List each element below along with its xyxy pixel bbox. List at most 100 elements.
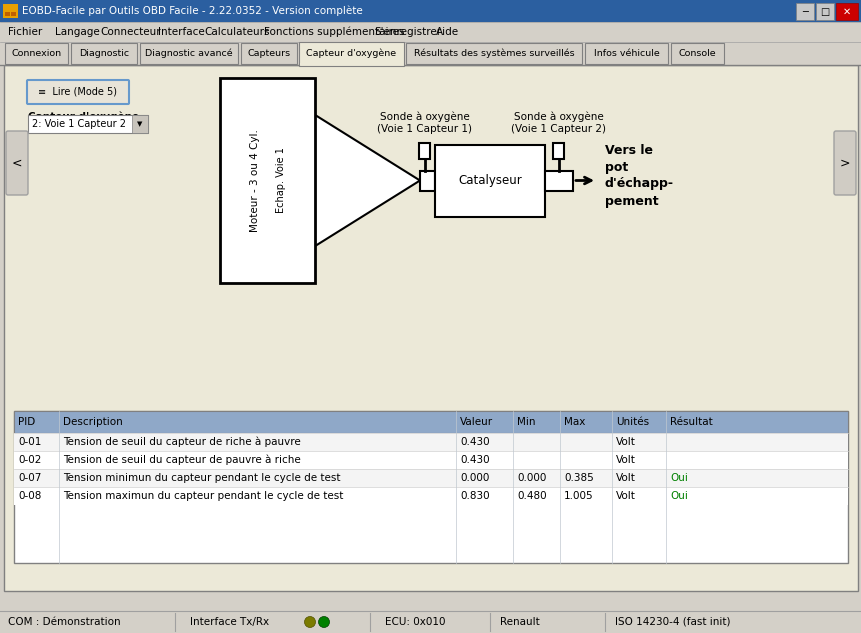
Text: Max: Max [563,417,585,427]
Text: ─: ─ [801,7,807,17]
Text: Aide: Aide [436,27,459,37]
Text: 0.000: 0.000 [517,473,546,483]
Bar [419,142,430,158]
Bar [132,115,148,133]
Bar [14,451,847,469]
Bar [553,142,564,158]
Text: Console: Console [678,49,715,58]
Text: Moteur - 3 ou 4 Cyl.: Moteur - 3 ou 4 Cyl. [251,129,260,232]
Bar [220,78,314,283]
Bar [795,3,813,20]
Bar [5,12,10,16]
Text: 0-08: 0-08 [18,491,41,501]
Text: Infos véhicule: Infos véhicule [593,49,659,58]
Text: Vers le
pot
d'échapp-
pement: Vers le pot d'échapp- pement [604,144,673,208]
Bar [406,43,581,64]
Bar [419,170,435,191]
Circle shape [318,617,329,627]
Text: Interface: Interface [158,27,205,37]
Text: Interface Tx/Rx: Interface Tx/Rx [189,617,269,627]
Text: 0.430: 0.430 [460,455,489,465]
Bar [28,115,148,133]
Text: 0.830: 0.830 [460,491,489,501]
Bar [670,43,723,64]
Text: Echap. Voie 1: Echap. Voie 1 [276,147,286,213]
Bar [11,12,16,16]
Text: Description: Description [63,417,122,427]
Text: Tension de seuil du capteur de riche à pauvre: Tension de seuil du capteur de riche à p… [63,437,300,448]
Text: Tension maximun du capteur pendant le cycle de test: Tension maximun du capteur pendant le cy… [63,491,343,501]
Text: COM : Démonstration: COM : Démonstration [8,617,121,627]
Text: Oui: Oui [669,491,687,501]
Text: Diagnostic: Diagnostic [79,49,129,58]
Text: >: > [839,156,849,170]
Text: PID: PID [18,417,35,427]
Bar [544,170,573,191]
Text: ≡  Lire (Mode 5): ≡ Lire (Mode 5) [39,87,117,97]
Bar [0,22,861,42]
Text: ISO 14230-4 (fast init): ISO 14230-4 (fast init) [614,617,729,627]
Bar [14,487,847,505]
Text: 0.430: 0.430 [460,437,489,447]
Text: EOBD-Facile par Outils OBD Facile - 2.22.0352 - Version complète: EOBD-Facile par Outils OBD Facile - 2.22… [22,6,362,16]
Text: 0-07: 0-07 [18,473,41,483]
Text: Capteur d'oxygène: Capteur d'oxygène [306,49,396,58]
Text: Fichier: Fichier [8,27,42,37]
Text: Volt: Volt [616,437,635,447]
Bar [4,65,857,591]
Text: Unités: Unités [616,417,648,427]
Text: Tension de seuil du capteur de pauvre à riche: Tension de seuil du capteur de pauvre à … [63,454,300,465]
Bar [71,43,137,64]
Bar [835,3,857,20]
Bar [0,611,861,633]
Bar [14,411,847,563]
Text: ECU: 0x010: ECU: 0x010 [385,617,445,627]
Text: Résultat: Résultat [669,417,712,427]
Text: Oui: Oui [669,473,687,483]
Bar [3,4,18,18]
Bar [300,63,403,65]
Bar [14,433,847,451]
Text: Fonctions supplémentaires: Fonctions supplémentaires [263,27,404,37]
Polygon shape [314,115,419,246]
Text: Langage: Langage [55,27,100,37]
Text: 2: Voie 1 Capteur 2: 2: Voie 1 Capteur 2 [32,119,126,129]
Bar [14,469,847,487]
Text: □: □ [820,7,828,17]
Text: Résultats des systèmes surveillés: Résultats des systèmes surveillés [413,49,573,58]
Text: Volt: Volt [616,455,635,465]
Bar [585,43,667,64]
Text: Volt: Volt [616,491,635,501]
Text: Diagnostic avancé: Diagnostic avancé [145,49,232,58]
Text: Valeur: Valeur [460,417,492,427]
Text: Calculateurs: Calculateurs [204,27,269,37]
Text: Sonde à oxygène
(Voie 1 Capteur 1): Sonde à oxygène (Voie 1 Capteur 1) [377,111,472,134]
Text: 0.000: 0.000 [460,473,489,483]
Bar [5,43,68,64]
Bar [0,42,861,65]
Text: <: < [12,156,22,170]
Text: S'enregistrer: S'enregistrer [374,27,441,37]
Text: Tension minimun du capteur pendant le cycle de test: Tension minimun du capteur pendant le cy… [63,473,340,483]
Bar [139,43,238,64]
Text: Capteurs: Capteurs [247,49,290,58]
Bar [815,3,833,20]
Text: Connecteur: Connecteur [100,27,160,37]
Text: ▼: ▼ [137,121,143,127]
Text: 0-02: 0-02 [18,455,41,465]
Text: Volt: Volt [616,473,635,483]
Text: Renault: Renault [499,617,539,627]
Text: 1.005: 1.005 [563,491,593,501]
Text: 0.385: 0.385 [563,473,593,483]
Text: Capteur d'oxygène: Capteur d'oxygène [28,112,139,122]
Text: Catalyseur: Catalyseur [457,174,521,187]
Circle shape [304,617,315,627]
Text: 0-01: 0-01 [18,437,41,447]
Text: Connexion: Connexion [11,49,61,58]
Text: Min: Min [517,417,535,427]
Text: ✕: ✕ [842,7,850,17]
Text: Sonde à oxygène
(Voie 1 Capteur 2): Sonde à oxygène (Voie 1 Capteur 2) [511,111,606,134]
FancyBboxPatch shape [6,131,28,195]
FancyBboxPatch shape [27,80,129,104]
Bar [299,42,404,66]
